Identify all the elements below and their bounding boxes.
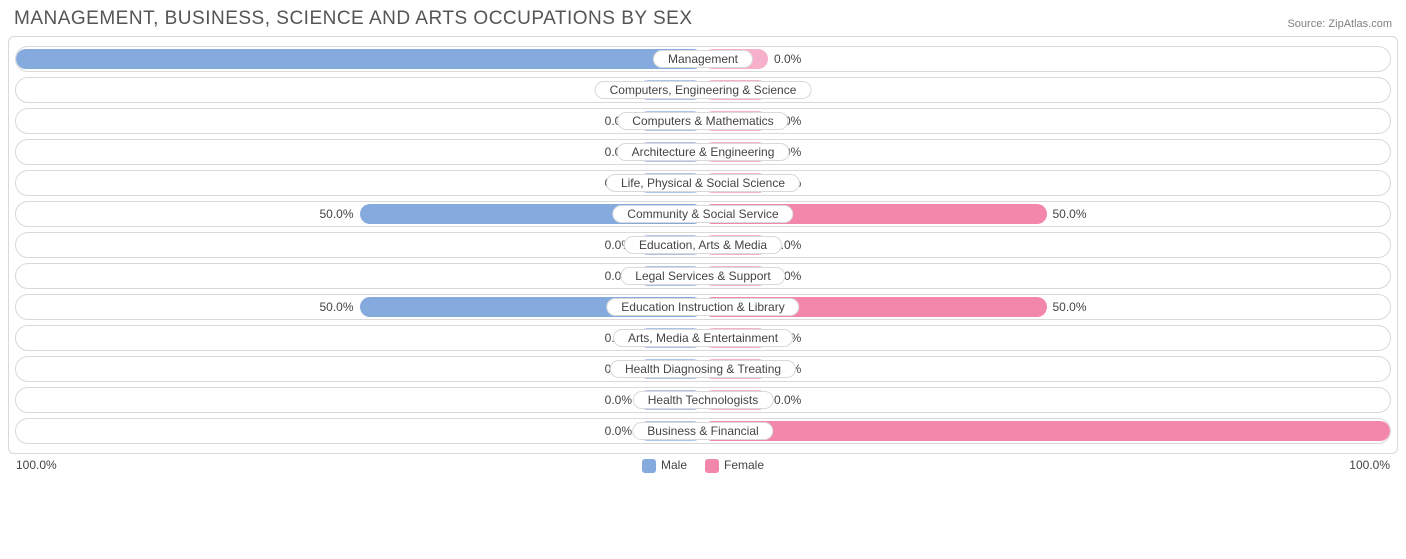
legend-female: Female xyxy=(705,458,764,473)
table-row: 0.0%0.0%Computers, Engineering & Science xyxy=(15,77,1391,103)
category-label: Management xyxy=(653,50,753,68)
male-half: 50.0% xyxy=(16,202,703,226)
male-half: 0.0% xyxy=(16,264,703,288)
male-half: 0.0% xyxy=(16,357,703,381)
male-pct-label: 0.0% xyxy=(605,419,632,443)
category-label: Computers, Engineering & Science xyxy=(595,81,812,99)
category-label: Arts, Media & Entertainment xyxy=(613,329,793,347)
legend-male-label: Male xyxy=(661,458,687,472)
male-half: 0.0% xyxy=(16,171,703,195)
title-row: MANAGEMENT, BUSINESS, SCIENCE AND ARTS O… xyxy=(8,8,1398,36)
table-row: 0.0%0.0%Education, Arts & Media xyxy=(15,232,1391,258)
table-row: 0.0% 100.0%Business & Financial xyxy=(15,418,1391,444)
male-half: 0.0% xyxy=(16,388,703,412)
female-half: 0.0% xyxy=(703,109,1390,133)
axis-left-label: 100.0% xyxy=(16,458,57,472)
male-half: 0.0% xyxy=(16,326,703,350)
female-half: 0.0% xyxy=(703,171,1390,195)
source-label: Source: ZipAtlas.com xyxy=(1287,18,1392,30)
table-row: 0.0% 0.0%Health Technologists xyxy=(15,387,1391,413)
category-label: Business & Financial xyxy=(632,422,773,440)
legend-male: Male xyxy=(642,458,687,473)
category-label: Community & Social Service xyxy=(612,205,793,223)
axis-right-label: 100.0% xyxy=(1349,458,1390,472)
category-label: Education Instruction & Library xyxy=(606,298,799,316)
female-half: 0.0% xyxy=(703,47,1390,71)
male-pct-label: 0.0% xyxy=(605,388,632,412)
chart-rows-container: 100.0%0.0%Management0.0%0.0%Computers, E… xyxy=(8,36,1398,454)
table-row: 50.0% 50.0% Education Instruction & Librar… xyxy=(15,294,1391,320)
legend-female-label: Female xyxy=(724,458,764,472)
female-half: 0.0% xyxy=(703,264,1390,288)
female-pct-label: 0.0% xyxy=(774,388,801,412)
table-row: 0.0%0.0%Health Diagnosing & Treating xyxy=(15,356,1391,382)
occupations-by-sex-chart: MANAGEMENT, BUSINESS, SCIENCE AND ARTS O… xyxy=(8,8,1398,473)
female-pct-label: 50.0% xyxy=(1053,202,1087,226)
category-label: Computers & Mathematics xyxy=(617,112,788,130)
table-row: 50.0% 50.0% Community & Social Service xyxy=(15,201,1391,227)
male-half: 0.0% xyxy=(16,419,703,443)
male-pct-label: 50.0% xyxy=(319,295,353,319)
table-row: 0.0%0.0%Arts, Media & Entertainment xyxy=(15,325,1391,351)
legend: Male Female xyxy=(642,458,764,473)
table-row: 0.0%0.0%Life, Physical & Social Science xyxy=(15,170,1391,196)
table-row: 100.0% 0.0% Management xyxy=(15,46,1391,72)
female-swatch-icon xyxy=(705,459,719,473)
male-pct-label: 50.0% xyxy=(319,202,353,226)
table-row: 0.0%0.0%Computers & Mathematics xyxy=(15,108,1391,134)
male-half: 0.0% xyxy=(16,140,703,164)
female-half: 100.0% xyxy=(703,419,1390,443)
female-half: 0.0% xyxy=(703,233,1390,257)
male-half: 100.0% xyxy=(16,47,703,71)
category-label: Architecture & Engineering xyxy=(617,143,790,161)
male-swatch-icon xyxy=(642,459,656,473)
chart-title: MANAGEMENT, BUSINESS, SCIENCE AND ARTS O… xyxy=(14,8,693,30)
table-row: 0.0%0.0%Architecture & Engineering xyxy=(15,139,1391,165)
female-pct-label: 0.0% xyxy=(774,47,801,71)
category-label: Life, Physical & Social Science xyxy=(606,174,800,192)
table-row: 0.0%0.0%Legal Services & Support xyxy=(15,263,1391,289)
female-pct-label: 50.0% xyxy=(1053,295,1087,319)
male-value-bar xyxy=(16,49,703,69)
female-half: 0.0% xyxy=(703,326,1390,350)
category-label: Health Technologists xyxy=(633,391,774,409)
category-label: Health Diagnosing & Treating xyxy=(610,360,796,378)
category-label: Education, Arts & Media xyxy=(624,236,782,254)
male-half: 0.0% xyxy=(16,109,703,133)
male-half: 0.0% xyxy=(16,233,703,257)
female-half: 50.0% xyxy=(703,295,1390,319)
female-value-bar xyxy=(703,421,1390,441)
female-half: 0.0% xyxy=(703,140,1390,164)
female-half: 50.0% xyxy=(703,202,1390,226)
category-label: Legal Services & Support xyxy=(620,267,785,285)
axis-row: 100.0% Male Female 100.0% xyxy=(8,454,1398,473)
male-half: 50.0% xyxy=(16,295,703,319)
female-half: 0.0% xyxy=(703,388,1390,412)
female-half: 0.0% xyxy=(703,357,1390,381)
